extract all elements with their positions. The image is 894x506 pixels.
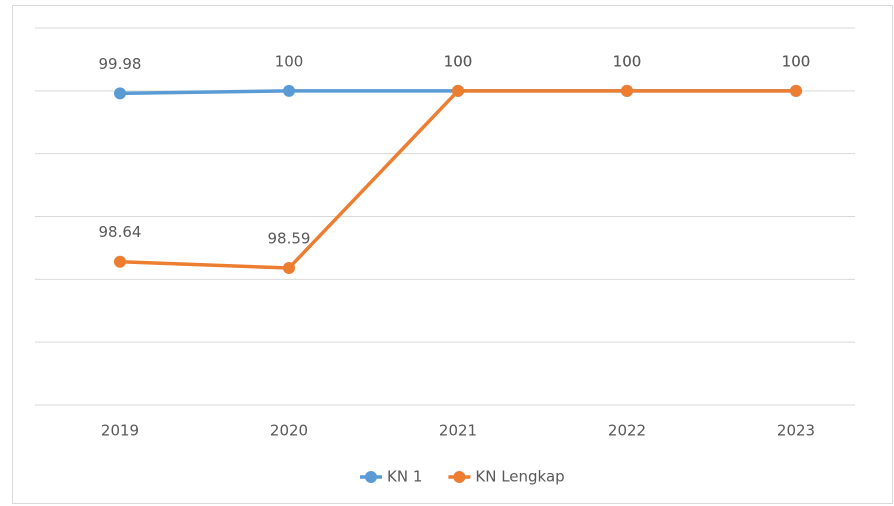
point — [283, 262, 295, 275]
data-label: 100 — [613, 52, 642, 70]
data-label: 100 — [613, 52, 642, 70]
data-label: 98.59 — [268, 230, 311, 248]
legend-marker — [453, 471, 466, 483]
data-label: 100 — [782, 52, 811, 70]
point — [114, 255, 126, 268]
data-label: 100 — [275, 52, 304, 70]
point — [283, 84, 295, 97]
data-label: 100 — [782, 52, 811, 70]
x-tick-label: 2020 — [270, 422, 308, 440]
point — [621, 84, 633, 97]
x-tick-label: 2022 — [608, 422, 646, 440]
point — [790, 84, 802, 97]
x-tick-label: 2019 — [101, 422, 139, 440]
legend-label: KN 1 — [387, 468, 422, 486]
point — [114, 87, 126, 100]
point — [452, 84, 464, 97]
legend-marker — [365, 471, 377, 483]
data-label: 99.98 — [99, 55, 142, 73]
data-label: 98.64 — [99, 223, 142, 241]
x-tick-label: 2021 — [439, 422, 477, 440]
legend-label: KN Lengkap — [475, 468, 564, 486]
x-tick-label: 2023 — [777, 422, 815, 440]
data-label: 100 — [444, 52, 473, 70]
data-label: 100 — [444, 52, 473, 70]
